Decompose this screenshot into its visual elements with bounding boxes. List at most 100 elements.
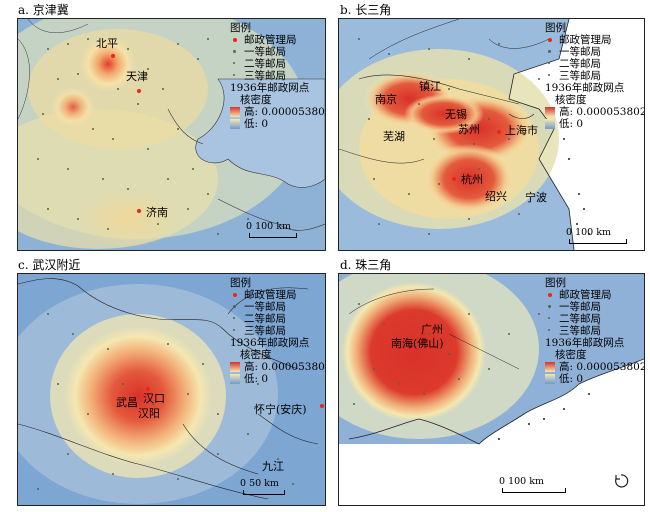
legend-item-post-admin: 邮政管理局 (545, 34, 644, 46)
panel-d-map: 广州 南海(佛山) 图例 邮政管理局 一等邮局 二等邮局 三等邮局 1936年邮… (338, 273, 645, 506)
place-label: 镇江 (419, 80, 441, 93)
scale-label: 0 100 km (566, 227, 611, 238)
place-label: 武昌 (116, 396, 138, 409)
post-admin-icon (548, 38, 552, 42)
scale-label: 0 100 km (246, 221, 291, 232)
scale-bar-a: 0 100 km (246, 221, 297, 238)
panel-a-map: 北平 天津 济南 图例 邮政管理局 一等邮局 二等邮局 三等邮局 1936年邮政… (17, 18, 326, 251)
scale-line (249, 233, 297, 238)
post-office-icon (548, 74, 550, 76)
scale-line (243, 490, 285, 495)
place-label: 南京 (375, 93, 397, 106)
panel-d-title: d. 珠三角 (340, 258, 392, 272)
place-label: 怀宁(安庆) (254, 403, 307, 416)
high-swatch (230, 107, 240, 117)
legend-density-title: 1936年邮政网点 (230, 337, 310, 349)
legend-density-subtitle: 核密度 (555, 94, 587, 106)
legend-c: 图例 邮政管理局 一等邮局 二等邮局 三等邮局 1936年邮政网点 核密度 高:… (230, 277, 325, 385)
scale-bar-d: 0 100 km (499, 476, 566, 493)
map-a-canvas (18, 19, 325, 250)
place-label: 上海市 (505, 124, 538, 137)
place-label: 广州 (421, 323, 443, 336)
post-office-icon (233, 74, 235, 76)
place-label: 杭州 (461, 173, 483, 186)
legend-item-second-class: 二等邮局 (545, 58, 644, 70)
legend-low: 低: 0 (545, 373, 644, 385)
post-office-icon (548, 317, 550, 319)
panel-c-map: 武昌 汉口 汉阳 怀宁(安庆) 九江 图例 邮政管理局 一等邮局 二等邮局 三等… (17, 273, 326, 506)
place-label: 济南 (146, 206, 168, 219)
legend-low: 低: 0 (230, 118, 325, 130)
legend-density-title: 1936年邮政网点 (230, 82, 310, 94)
legend-density-title: 1936年邮政网点 (545, 82, 625, 94)
post-admin-icon (233, 293, 237, 297)
legend-density-title: 1936年邮政网点 (545, 337, 625, 349)
post-office-icon (548, 329, 550, 331)
post-office-icon (233, 317, 235, 319)
scale-line (502, 488, 566, 493)
legend-density-subtitle: 核密度 (240, 349, 272, 361)
north-arrow-icon (615, 474, 629, 488)
map-d-canvas (339, 274, 644, 505)
place-label: 九江 (262, 460, 284, 473)
legend-item-first-class: 一等邮局 (230, 46, 325, 58)
legend-item-post-admin: 邮政管理局 (230, 289, 325, 301)
panel-c-title: c. 武汉附近 (18, 258, 81, 272)
legend-item-post-admin: 邮政管理局 (230, 34, 325, 46)
scale-line (569, 239, 627, 244)
place-label: 汉阳 (138, 407, 160, 420)
scale-label: 0 50 km (240, 478, 279, 489)
legend-density-subtitle: 核密度 (240, 94, 272, 106)
legend-d: 图例 邮政管理局 一等邮局 二等邮局 三等邮局 1936年邮政网点 核密度 高:… (545, 277, 644, 385)
legend-item-first-class: 一等邮局 (545, 301, 644, 313)
post-office-icon (233, 329, 235, 331)
post-admin-icon (548, 293, 552, 297)
legend-title: 图例 (230, 22, 251, 34)
legend-a: 图例 邮政管理局 一等邮局 二等邮局 三等邮局 1936年邮政网点 核密度 高:… (230, 22, 325, 130)
place-label: 北平 (96, 37, 118, 50)
legend-title: 图例 (545, 22, 566, 34)
high-swatch (545, 362, 555, 372)
legend-item-third-class: 三等邮局 (545, 70, 644, 82)
map-c-canvas (18, 274, 325, 505)
legend-item-second-class: 二等邮局 (545, 313, 644, 325)
post-office-icon (233, 62, 235, 64)
post-admin-icon (233, 38, 237, 42)
place-label: 绍兴 (485, 190, 507, 203)
high-swatch (230, 362, 240, 372)
post-office-icon (548, 62, 550, 64)
legend-title: 图例 (230, 277, 251, 289)
legend-title: 图例 (545, 277, 566, 289)
legend-item-third-class: 三等邮局 (230, 325, 325, 337)
post-office-icon (548, 50, 551, 53)
legend-item-third-class: 三等邮局 (230, 70, 325, 82)
legend-density-subtitle: 核密度 (555, 349, 587, 361)
post-office-icon (233, 50, 236, 53)
panel-b-map: 南京 镇江 芜湖 无锡 苏州 上海市 杭州 绍兴 宁波 图例 邮政管理局 一等邮… (338, 18, 645, 251)
scale-bar-b: 0 100 km (566, 227, 627, 244)
place-label: 宁波 (525, 191, 547, 204)
legend-high: 高: 0.0000538022 (230, 361, 325, 373)
legend-high: 高: 0.0000538022 (545, 361, 644, 373)
panel-b-title: b. 长三角 (340, 3, 392, 17)
place-label: 无锡 (445, 108, 467, 121)
legend-item-third-class: 三等邮局 (545, 325, 644, 337)
legend-item-second-class: 二等邮局 (230, 58, 325, 70)
legend-item-second-class: 二等邮局 (230, 313, 325, 325)
place-label: 天津 (126, 70, 148, 83)
high-swatch (545, 107, 555, 117)
scale-bar-c: 0 50 km (240, 478, 285, 495)
legend-item-post-admin: 邮政管理局 (545, 289, 644, 301)
post-office-icon (233, 305, 236, 308)
map-b-canvas (339, 19, 644, 250)
low-swatch (545, 374, 555, 384)
low-swatch (230, 119, 240, 129)
place-label: 芜湖 (383, 130, 405, 143)
legend-item-first-class: 一等邮局 (545, 46, 644, 58)
legend-low: 低: 0 (230, 373, 325, 385)
place-label: 南海(佛山) (391, 337, 444, 350)
legend-high: 高: 0.0000538022 (230, 106, 325, 118)
panel-a-title: a. 京津冀 (18, 3, 69, 17)
legend-high: 高: 0.0000538022 (545, 106, 644, 118)
place-label: 汉口 (143, 392, 165, 405)
